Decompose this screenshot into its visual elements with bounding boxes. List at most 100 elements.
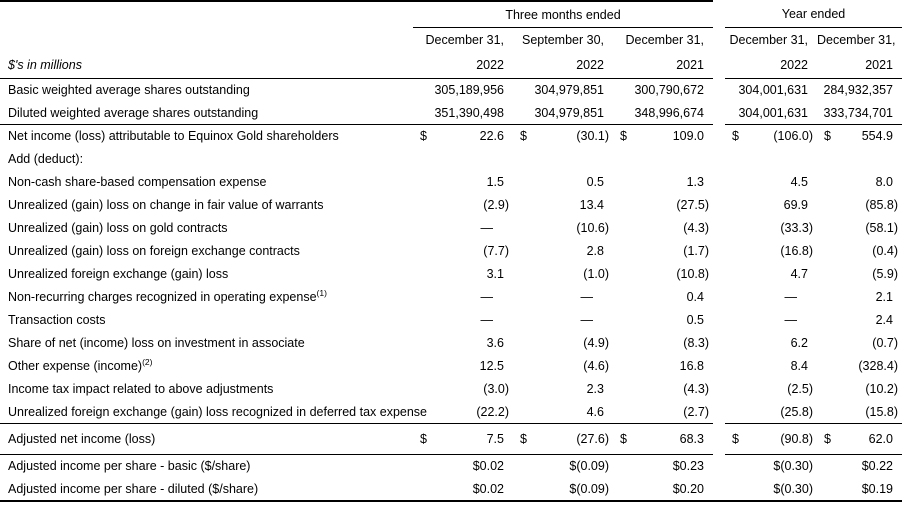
value-cell: 4.5: [790, 175, 808, 189]
value-cell: 284,932,357: [823, 83, 893, 98]
footnote-marker: (2): [142, 356, 153, 367]
value-cell: —: [784, 313, 798, 327]
value-cell: 4.6: [513, 400, 613, 424]
value-cell: $0.20: [613, 477, 713, 502]
table-row: Diluted weighted average shares outstand…: [0, 101, 902, 125]
value-cell: 351,390,498: [413, 101, 513, 125]
value-cell: 304,001,631: [725, 101, 817, 125]
column-gap: [713, 79, 725, 102]
value-cell: 8.0: [875, 175, 893, 189]
table-row: Unrealized (gain) loss on change in fair…: [0, 194, 902, 217]
currency-value: $22.6: [413, 129, 513, 143]
footnote-marker: (1): [316, 287, 327, 298]
currency-symbol: $: [732, 129, 739, 144]
column-gap: [713, 286, 725, 309]
column-gap: [713, 455, 725, 478]
value-cell: (0.4): [872, 244, 898, 258]
column-gap: [713, 309, 725, 332]
value-cell: (2.9): [483, 198, 509, 212]
column-gap: [713, 148, 725, 171]
value-cell: $109.0: [613, 125, 713, 148]
value-cell: 2.4: [875, 313, 893, 327]
value-cell: 1.5: [486, 175, 504, 189]
value: 68.3: [679, 432, 704, 446]
value-cell: —: [480, 313, 494, 327]
column-header-year: 2021: [817, 51, 902, 79]
column-gap: [713, 217, 725, 240]
value-cell: $ (106.0): [725, 125, 817, 148]
row-label: Other expense (income)(2): [8, 356, 153, 373]
value-cell: (4.9): [583, 336, 609, 350]
value: 554.9: [861, 129, 893, 144]
column-gap: [713, 401, 725, 424]
row-label: Diluted weighted average shares outstand…: [0, 101, 413, 125]
column-date-row: December 31, September 30, December 31, …: [0, 28, 902, 52]
table-header: Three months ended Year ended December 3…: [0, 0, 902, 79]
row-label: Non-cash share-based compensation expens…: [8, 175, 267, 189]
value-cell: 12.5: [479, 359, 504, 373]
currency-value: $ (30.1): [513, 129, 613, 143]
table-row: Adjusted income per share - basic ($/sha…: [0, 455, 902, 478]
column-header-date: December 31,: [625, 32, 704, 47]
value-cell: $(0.09): [569, 459, 609, 474]
value-cell: (3.0): [483, 382, 509, 396]
column-gap: [713, 102, 725, 125]
value-cell: [817, 148, 902, 171]
value-cell: (1.7): [683, 244, 709, 258]
value-cell: (85.8): [865, 198, 898, 212]
value-cell: (27.5): [676, 198, 709, 212]
value-cell: 3.6: [486, 336, 504, 350]
value-cell: $554.9: [817, 125, 902, 148]
row-label: Adjusted income per share - diluted ($/s…: [0, 477, 413, 502]
value-cell: $7.5: [413, 423, 513, 455]
value-cell: (5.9): [872, 267, 898, 281]
col-group-year-ended: Year ended: [725, 1, 902, 28]
currency-symbol: $: [520, 129, 527, 144]
value-cell: (0.7): [872, 336, 898, 350]
table-row: Adjusted net income (loss) $7.5 $ (27.6) $68…: [0, 423, 902, 455]
column-gap: [713, 355, 725, 378]
value-cell: (33.3): [780, 221, 813, 235]
column-gap: [713, 263, 725, 286]
row-label: Unrealized (gain) loss on change in fair…: [8, 198, 324, 212]
value-cell: (16.8): [780, 244, 813, 258]
value-cell: (7.7): [483, 244, 509, 258]
value-cell: $(0.30): [725, 477, 817, 502]
value-cell: —: [480, 221, 494, 235]
row-label: Basic weighted average shares outstandin…: [8, 83, 250, 98]
value-cell: $22.6: [413, 125, 513, 148]
value-cell: 8.4: [790, 359, 808, 373]
currency-value: $7.5: [413, 432, 513, 446]
row-label: Transaction costs: [8, 313, 106, 327]
value: (106.0): [773, 129, 813, 144]
value-cell: 0.4: [686, 290, 704, 304]
value-cell: (25.8): [725, 400, 817, 424]
value-cell: 16.8: [679, 359, 704, 373]
table-row: Adjusted income per share - diluted ($/s…: [0, 477, 902, 502]
value-cell: —: [580, 290, 594, 304]
row-label: Adjusted net income (loss): [0, 423, 413, 455]
value-cell: 305,189,956: [434, 83, 504, 98]
value-cell: (2.7): [613, 400, 713, 424]
currency-symbol: $: [732, 432, 739, 446]
row-label: Income tax impact related to above adjus…: [8, 382, 274, 396]
column-header-year: 2022: [513, 51, 613, 79]
value-cell: $0.22: [861, 459, 893, 474]
row-label: Unrealized foreign exchange (gain) loss …: [0, 400, 427, 424]
column-gap: [713, 51, 725, 79]
column-gap: [713, 240, 725, 263]
value-cell: 333,734,701: [817, 101, 902, 125]
currency-value: $ (106.0): [725, 129, 817, 143]
row-label: Adjusted income per share - basic ($/sha…: [8, 459, 251, 474]
value-cell: $62.0: [817, 423, 902, 455]
table-row: Non-recurring charges recognized in oper…: [0, 286, 902, 309]
row-label: Unrealized foreign exchange (gain) loss: [8, 267, 229, 281]
value-cell: (1.0): [583, 267, 609, 281]
row-label: Non-recurring charges recognized in oper…: [8, 287, 327, 304]
column-year-row: $'s in millions 2022 2022 2021 2022 2021: [0, 51, 902, 79]
value-cell: $0.19: [817, 477, 902, 502]
column-gap: [713, 171, 725, 194]
value-cell: $ (30.1): [513, 125, 613, 148]
